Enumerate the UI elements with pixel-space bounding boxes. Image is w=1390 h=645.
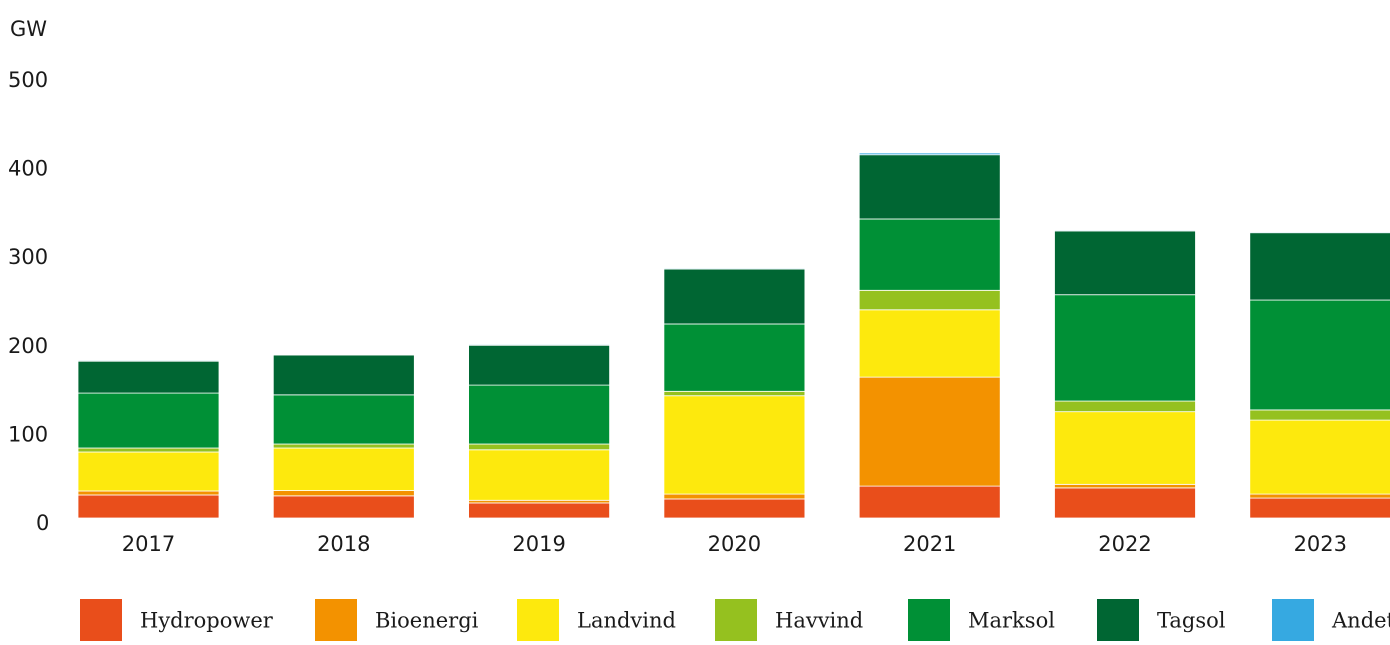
- legend-swatch: [517, 599, 559, 641]
- bar-segment: [1055, 230, 1196, 231]
- legend-swatch: [1272, 599, 1314, 641]
- bar-segment: [1250, 233, 1390, 300]
- y-axis-label: GW: [10, 17, 47, 41]
- bar-segment: [859, 377, 1000, 486]
- bar-segment: [273, 395, 414, 444]
- bar-segment: [78, 393, 219, 448]
- bar-segment: [273, 491, 414, 496]
- x-tick-label: 2019: [512, 532, 565, 556]
- bar-segment: [273, 448, 414, 491]
- bar-segment: [1250, 420, 1390, 494]
- y-tick-label: 400: [8, 157, 48, 181]
- bar-segment: [1250, 410, 1390, 420]
- bar-segment: [1250, 498, 1390, 518]
- x-tick-label: 2023: [1294, 532, 1347, 556]
- legend-label: Andet: [1331, 609, 1390, 633]
- bar-segment: [859, 290, 1000, 309]
- bar-segment: [469, 503, 610, 518]
- bar-segment: [664, 499, 805, 518]
- legend-swatch: [715, 599, 757, 641]
- bar-segment: [859, 486, 1000, 518]
- legend-swatch: [315, 599, 357, 641]
- bar-segment: [1250, 494, 1390, 498]
- legend-label: Marksol: [968, 609, 1055, 633]
- bar-segment: [1055, 231, 1196, 295]
- bar-segment: [78, 491, 219, 495]
- bar-segment: [1055, 488, 1196, 518]
- bar-segment: [664, 324, 805, 391]
- bar-segment: [78, 360, 219, 361]
- y-tick-label: 300: [8, 245, 48, 269]
- bar-segment: [1250, 300, 1390, 410]
- bar-segment: [664, 269, 805, 324]
- bar-segment: [1055, 295, 1196, 401]
- legend-swatch: [1097, 599, 1139, 641]
- bar-segment: [1055, 401, 1196, 412]
- y-tick-label: 500: [8, 68, 48, 92]
- legend-label: Bioenergi: [375, 609, 479, 633]
- legend-swatch: [80, 599, 122, 641]
- legend-label: Landvind: [577, 609, 676, 633]
- bar-segment: [273, 444, 414, 448]
- x-tick-label: 2017: [122, 532, 175, 556]
- bar-segment: [469, 345, 610, 385]
- bar-segment: [469, 385, 610, 444]
- bar-segment: [78, 361, 219, 393]
- y-tick-label: 0: [36, 511, 49, 535]
- x-tick-label: 2022: [1098, 532, 1151, 556]
- bar-segment: [859, 310, 1000, 377]
- bar-segment: [1250, 232, 1390, 233]
- bar-segment: [78, 452, 219, 491]
- legend-swatch: [908, 599, 950, 641]
- bar-segment: [664, 268, 805, 269]
- bar-segment: [859, 153, 1000, 155]
- bar-segment: [273, 355, 414, 395]
- bar-segment: [859, 219, 1000, 290]
- bar-segment: [664, 391, 805, 395]
- y-tick-label: 100: [8, 422, 48, 446]
- legend-label: Hydropower: [140, 609, 274, 633]
- bar-segment: [273, 496, 414, 518]
- bar-segment: [469, 444, 610, 450]
- bar-segment: [78, 495, 219, 518]
- x-tick-label: 2021: [903, 532, 956, 556]
- x-tick-label: 2018: [317, 532, 370, 556]
- legend-label: Tagsol: [1157, 609, 1226, 633]
- bar-segment: [1055, 412, 1196, 485]
- bar-segment: [469, 450, 610, 501]
- bar-segment: [469, 344, 610, 345]
- bar-segment: [664, 494, 805, 499]
- bar-segment: [1055, 484, 1196, 488]
- bar-segment: [78, 448, 219, 452]
- y-tick-label: 200: [8, 334, 48, 358]
- bar-segment: [664, 396, 805, 494]
- x-tick-label: 2020: [708, 532, 761, 556]
- legend-label: Havvind: [775, 609, 863, 633]
- bar-segment: [859, 155, 1000, 219]
